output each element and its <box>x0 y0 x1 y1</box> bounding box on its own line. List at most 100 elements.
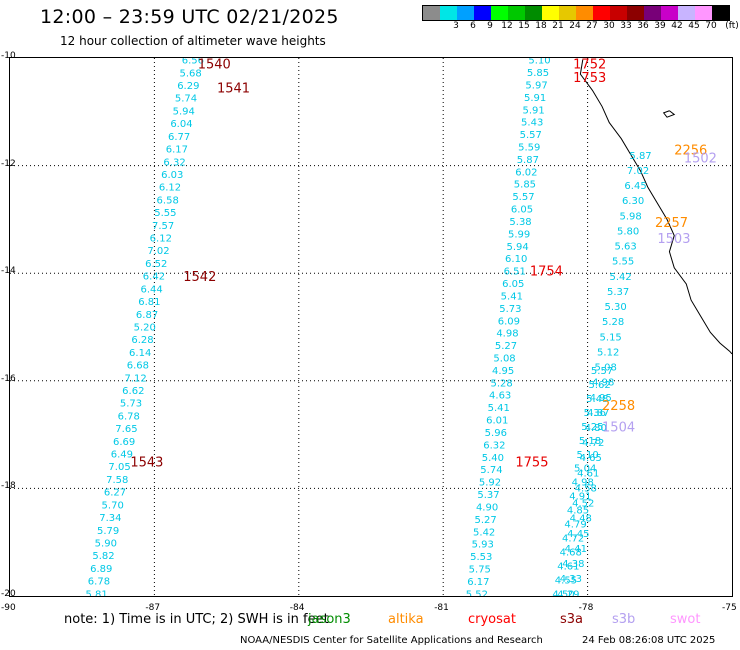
longitude-tick: -81 <box>434 603 449 613</box>
swh-value: 6.56 <box>182 58 204 67</box>
swh-value: 5.85 <box>527 68 549 79</box>
swh-value: 4.91 <box>569 492 591 503</box>
swh-value: 6.45 <box>624 181 646 192</box>
longitude-tick: -75 <box>722 603 737 613</box>
page-title: 12:00 – 23:59 UTC 02/21/2025 <box>40 6 339 28</box>
color-scale-label: 70 <box>705 21 717 31</box>
swh-value: 5.93 <box>472 540 494 551</box>
satellite-legend-item: altika <box>388 612 424 627</box>
satellite-legend-item: jason3 <box>308 612 351 627</box>
swh-value: 6.32 <box>483 440 505 451</box>
color-scale-bar <box>422 5 730 21</box>
swh-value: 5.91 <box>523 105 545 116</box>
latitude-tick: -12 <box>1 158 16 169</box>
swh-value: 4.48 <box>570 514 592 525</box>
swh-value: 6.12 <box>159 183 181 194</box>
swh-value: 5.63 <box>614 242 636 253</box>
pass-time-label: 1543 <box>130 456 163 471</box>
color-swatch <box>457 6 474 20</box>
latitude-tick: -14 <box>1 266 16 277</box>
swh-value: 4.45 <box>567 529 589 540</box>
swh-value: 5.80 <box>617 226 639 237</box>
wave-height-map: 6.565.686.295.745.946.046.776.176.326.03… <box>10 58 732 596</box>
satellite-legend-item: swot <box>670 612 701 627</box>
map-plot-area: 6.56 5.68 6.29 5.74 5.94 6.04 6.77 6.17 6.32 6.03… <box>9 57 733 597</box>
swh-value: 5.55 <box>612 257 634 268</box>
swh-value: 4.87 <box>587 408 609 419</box>
swh-value: 7.02 <box>147 246 169 257</box>
satellite-legend-item: s3b <box>612 612 636 627</box>
latitude-tick: -10 <box>1 51 16 61</box>
swh-value: 5.97 <box>525 80 547 91</box>
color-scale-label: 45 <box>688 21 700 31</box>
longitude-tick: -84 <box>289 603 305 613</box>
color-swatch <box>644 6 661 20</box>
swh-value: 6.52 <box>145 259 167 270</box>
swh-value: 4.61 <box>577 468 599 479</box>
swh-value: 4.58 <box>575 483 597 494</box>
color-swatch <box>712 6 729 20</box>
swh-value: 5.48 <box>586 394 608 405</box>
swh-value: 6.81 <box>138 297 160 308</box>
page-subtitle: 12 hour collection of altimeter wave hei… <box>60 34 326 48</box>
swh-value: 4.72 <box>562 533 584 544</box>
color-swatch <box>491 6 508 20</box>
color-swatch <box>593 6 610 20</box>
swh-value: 5.38 <box>509 217 531 228</box>
swh-value: 5.04 <box>574 464 596 475</box>
color-scale-label: 24 <box>569 21 581 31</box>
swh-value: 5.85 <box>514 180 536 191</box>
color-scale-label: 15 <box>518 21 530 31</box>
pass-time-label: 2256 <box>674 143 707 158</box>
swh-value: 6.12 <box>150 234 172 245</box>
swh-value: 6.02 <box>515 167 537 178</box>
color-swatch <box>440 6 457 20</box>
color-scale-label: 42 <box>671 21 683 31</box>
swh-value: 7.65 <box>115 424 137 435</box>
satellite-legend-item: cryosat <box>468 612 516 627</box>
color-swatch <box>423 6 440 20</box>
swh-value: 6.77 <box>168 132 190 143</box>
swh-value: 4.98 <box>592 378 614 389</box>
longitude-tick: -78 <box>578 603 594 613</box>
swh-value: 5.37 <box>607 287 629 298</box>
swh-value: 5.98 <box>619 211 641 222</box>
pass-time-label: 1752 <box>573 58 606 72</box>
swh-value: 6.05 <box>511 205 533 216</box>
swh-value: 6.68 <box>127 361 149 372</box>
swh-value: 5.41 <box>501 291 523 302</box>
swh-value: 7.58 <box>106 475 128 486</box>
swh-value: 5.28 <box>602 317 624 328</box>
swh-value: 6.62 <box>122 386 144 397</box>
swh-value: 4.50 <box>552 589 574 596</box>
satellite-legend-item: s3a <box>560 612 584 627</box>
swh-value: 5.42 <box>609 272 631 283</box>
color-swatch <box>661 6 678 20</box>
swh-value: 6.51 <box>504 267 526 278</box>
swh-value: 5.92 <box>479 478 501 489</box>
swh-value: 5.87 <box>629 151 651 162</box>
color-swatch <box>695 6 712 20</box>
swh-value: 6.05 <box>502 279 524 290</box>
swh-value: 4.72 <box>582 438 604 449</box>
latitude-tick: -16 <box>1 373 16 384</box>
swh-value: 5.08 <box>493 353 515 364</box>
swh-value: 6.89 <box>90 564 112 575</box>
swh-value: 5.75 <box>469 564 491 575</box>
swh-value: 7.02 <box>627 166 649 177</box>
swh-value: 6.58 <box>157 195 179 206</box>
swh-value: 4.98 <box>572 478 594 489</box>
swh-value: 6.17 <box>467 577 489 588</box>
swh-value: 5.28 <box>490 378 512 389</box>
swh-value: 6.44 <box>141 284 163 295</box>
generation-timestamp: 24 Feb 08:26:08 UTC 2025 <box>582 635 716 646</box>
color-swatch <box>627 6 644 20</box>
swh-value: 5.36 <box>584 408 606 419</box>
swh-value: 6.29 <box>177 81 199 92</box>
swh-value: 5.40 <box>482 453 504 464</box>
swh-value: 5.55 <box>154 208 176 219</box>
pass-time-label: 1542 <box>183 270 216 285</box>
color-scale-label: 12 <box>501 21 513 31</box>
swh-value: 5.82 <box>92 551 114 562</box>
swh-value: 5.81 <box>86 589 108 596</box>
